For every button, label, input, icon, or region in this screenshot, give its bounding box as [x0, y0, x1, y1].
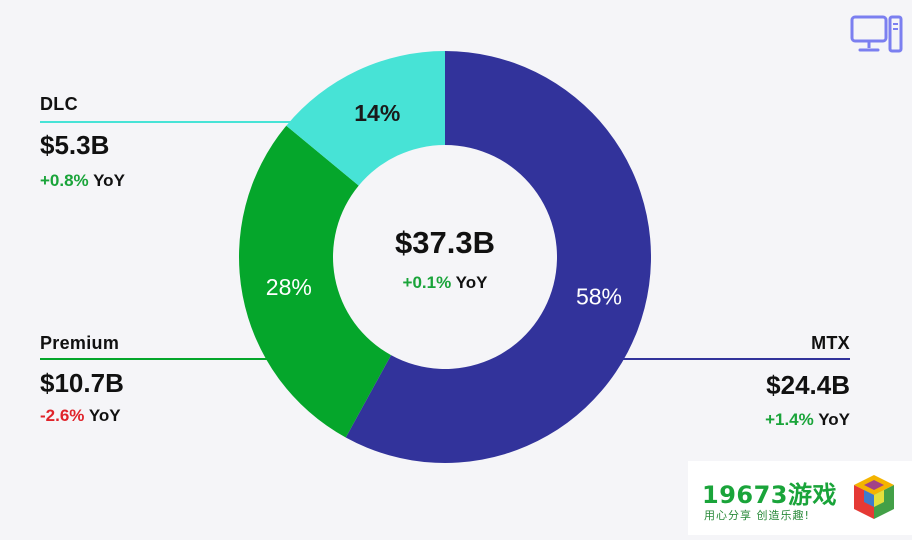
color-cube-icon — [854, 475, 894, 519]
slice-percent-mtx: 58% — [576, 284, 622, 310]
mtx-yoy-change: +1.4% — [765, 410, 814, 429]
dlc-yoy: +0.8% YoY — [40, 171, 125, 191]
center-yoy-change: +0.1% — [402, 273, 452, 292]
mtx-value: $24.4B — [766, 370, 850, 400]
premium-value: $10.7B — [40, 368, 124, 398]
donut-slice-premium — [238, 125, 392, 438]
center-yoy: +0.1% YoY — [345, 273, 545, 293]
premium-yoy: -2.6% YoY — [40, 406, 121, 426]
mtx-category-label: MTX — [811, 333, 850, 353]
mtx-yoy: +1.4% YoY — [765, 410, 850, 430]
slice-percent-premium: 28% — [266, 274, 312, 300]
premium-yoy-change: -2.6% — [40, 406, 85, 425]
premium-category-label: Premium — [40, 333, 120, 353]
donut-slice-dlc — [286, 51, 445, 186]
desktop-pc-icon — [850, 15, 903, 53]
center-yoy-label: YoY — [455, 273, 488, 292]
dlc-yoy-label: YoY — [93, 171, 125, 190]
dlc-category-label: DLC — [40, 94, 78, 114]
watermark-title: 19673游戏 — [702, 481, 837, 509]
premium-yoy-label: YoY — [88, 406, 121, 425]
mtx-yoy-label: YoY — [818, 410, 850, 429]
center-total: $37.3B — [395, 225, 495, 260]
dlc-yoy-change: +0.8% — [40, 171, 89, 190]
dlc-value: $5.3B — [40, 130, 110, 160]
donut-slice-mtx — [345, 51, 651, 463]
watermark: 19673游戏 用心分享 创造乐趣! — [688, 461, 912, 535]
slice-percent-dlc: 14% — [354, 100, 400, 126]
watermark-subtitle: 用心分享 创造乐趣! — [704, 509, 810, 522]
